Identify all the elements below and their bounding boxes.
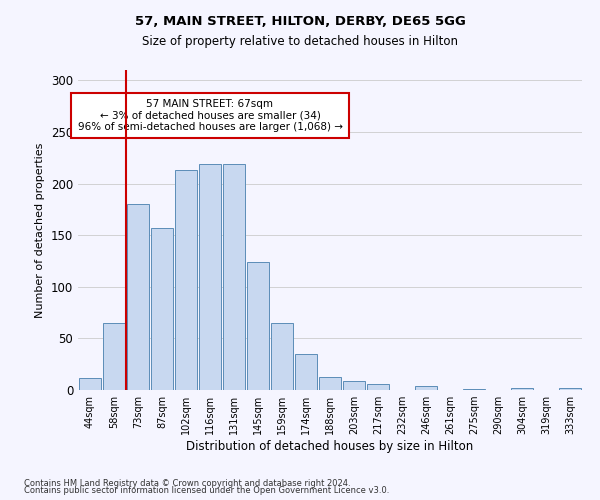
Bar (559, 388, 581, 390)
Bar (103, 323, 125, 390)
Bar (223, 164, 245, 390)
Bar (127, 204, 149, 390)
Text: Contains HM Land Registry data © Crown copyright and database right 2024.: Contains HM Land Registry data © Crown c… (24, 478, 350, 488)
Y-axis label: Number of detached properties: Number of detached properties (35, 142, 46, 318)
Bar (511, 388, 533, 390)
Bar (319, 376, 341, 390)
Bar (175, 170, 197, 390)
Bar (295, 354, 317, 390)
X-axis label: Distribution of detached houses by size in Hilton: Distribution of detached houses by size … (187, 440, 473, 453)
Bar (343, 380, 365, 390)
Text: Size of property relative to detached houses in Hilton: Size of property relative to detached ho… (142, 35, 458, 48)
Bar (247, 262, 269, 390)
Bar (271, 323, 293, 390)
Bar (463, 389, 485, 390)
Bar (415, 386, 437, 390)
Bar (151, 228, 173, 390)
Text: Contains public sector information licensed under the Open Government Licence v3: Contains public sector information licen… (24, 486, 389, 495)
Text: 57, MAIN STREET, HILTON, DERBY, DE65 5GG: 57, MAIN STREET, HILTON, DERBY, DE65 5GG (134, 15, 466, 28)
Bar (367, 384, 389, 390)
Text: 57 MAIN STREET: 67sqm
← 3% of detached houses are smaller (34)
96% of semi-detac: 57 MAIN STREET: 67sqm ← 3% of detached h… (77, 99, 343, 132)
Bar (199, 164, 221, 390)
Bar (79, 378, 101, 390)
